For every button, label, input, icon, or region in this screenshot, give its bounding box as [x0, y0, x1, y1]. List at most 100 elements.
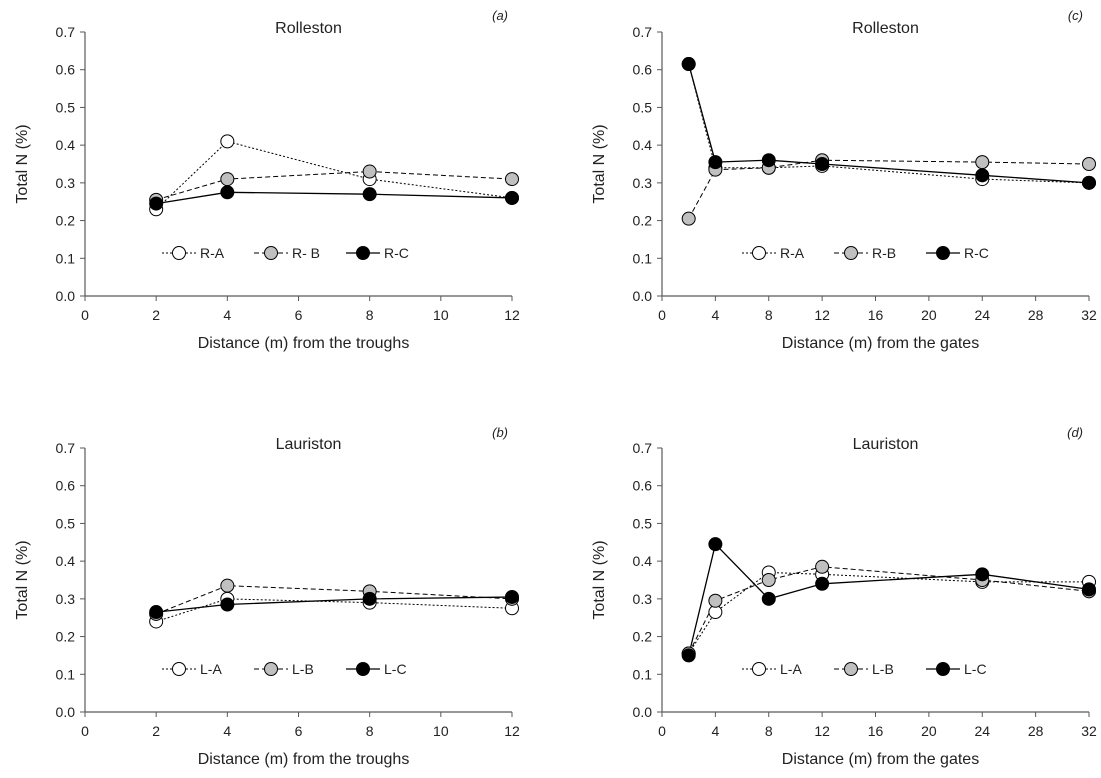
x-tick-label: 12 — [814, 723, 830, 739]
x-tick-label: 24 — [974, 723, 990, 739]
x-axis-title: Distance (m) from the gates — [782, 751, 979, 768]
data-point-r-c — [220, 185, 235, 200]
data-point-l-b — [815, 559, 830, 574]
panel-letter: (d) — [1067, 425, 1083, 440]
y-tick-label: 0.0 — [633, 704, 653, 720]
y-tick-label: 0.0 — [633, 288, 653, 304]
y-tick-label: 0.2 — [633, 629, 653, 645]
legend-marker — [356, 662, 370, 676]
x-tick-label: 28 — [1028, 723, 1044, 739]
chart-legend: R-A R-B R-C — [742, 245, 989, 261]
legend-label: R-C — [384, 245, 409, 261]
y-tick-label: 0.6 — [633, 62, 653, 78]
x-tick-label: 2 — [152, 307, 160, 323]
legend-label: R-A — [780, 245, 805, 261]
y-tick-label: 0.0 — [56, 704, 76, 720]
chart-panel-b: 0.0 0.1 0.2 0.3 0.4 0.5 0.6 0.7 0 2 4 6 8 10 12 Laurist… — [14, 425, 520, 768]
y-tick-label: 0.1 — [56, 250, 76, 266]
data-point-l-c — [681, 648, 696, 663]
legend-marker — [264, 662, 278, 676]
series-line-l-a — [156, 598, 513, 622]
data-point-r-c — [708, 155, 723, 170]
x-tick-label: 0 — [658, 307, 666, 323]
x-tick-label: 10 — [433, 723, 449, 739]
x-tick-label: 12 — [814, 307, 830, 323]
panel-letter: (c) — [1068, 8, 1083, 23]
x-tick-label: 6 — [295, 723, 303, 739]
x-tick-label: 12 — [504, 723, 520, 739]
x-axis-title: Distance (m) from the gates — [782, 335, 979, 352]
series-line-l-c — [156, 596, 513, 613]
data-point-l-b — [220, 578, 235, 593]
y-tick-label: 0.3 — [56, 591, 76, 607]
chart-title: Rolleston — [852, 20, 919, 37]
y-tick-label: 0.2 — [56, 213, 76, 229]
x-axis-title: Distance (m) from the troughs — [198, 335, 410, 352]
chart-legend: L-A L-B L-C — [162, 661, 407, 677]
series-line-r-a — [155, 140, 513, 210]
y-tick-label: 0.2 — [56, 629, 76, 645]
panel-letter: (a) — [492, 8, 508, 23]
legend-label: R-C — [964, 245, 989, 261]
data-point-l-b — [761, 573, 776, 587]
x-tick-label: 16 — [868, 723, 884, 739]
chart-title: Lauriston — [276, 436, 342, 453]
x-tick-label: 20 — [921, 723, 937, 739]
data-point-l-c — [761, 591, 776, 606]
series-line-l-b — [156, 585, 513, 615]
data-point-l-c — [362, 591, 377, 606]
y-tick-label: 0.2 — [633, 213, 653, 229]
legend-marker — [752, 662, 766, 676]
legend-label: R- B — [292, 245, 320, 261]
legend-marker — [936, 246, 950, 260]
data-point-l-c — [708, 537, 723, 552]
legend-label: L-A — [200, 661, 222, 677]
y-tick-label: 0.1 — [633, 666, 653, 682]
chart-panel-c: 0.0 0.1 0.2 0.3 0.4 0.5 0.6 0.7 0 4 8 12 16 20 24 28 32 R… — [591, 8, 1097, 352]
y-axis-title: Total N (%) — [14, 124, 31, 203]
x-tick-label: 8 — [765, 307, 773, 323]
x-tick-label: 0 — [658, 723, 666, 739]
x-tick-label: 0 — [81, 723, 89, 739]
series-line-r-c — [688, 63, 1090, 184]
y-tick-label: 0.4 — [56, 553, 76, 569]
y-tick-label: 0.4 — [633, 137, 653, 153]
y-axis-title: Total N (%) — [14, 540, 31, 619]
data-point-r-c — [362, 187, 377, 202]
x-tick-label: 28 — [1028, 307, 1044, 323]
legend-label: L-A — [780, 661, 802, 677]
data-point-r-b — [1082, 157, 1096, 171]
x-tick-label: 16 — [868, 307, 884, 323]
data-point-l-c — [149, 605, 164, 620]
x-axis-title: Distance (m) from the troughs — [198, 751, 410, 768]
y-tick-label: 0.6 — [56, 62, 76, 78]
data-point-l-c — [505, 589, 519, 604]
y-tick-label: 0.3 — [633, 591, 653, 607]
series-line-r-b — [156, 170, 513, 201]
y-tick-label: 0.7 — [56, 24, 76, 40]
data-point-r-b — [362, 164, 377, 179]
series-line-l-c — [688, 542, 1090, 656]
y-axis-title: Total N (%) — [591, 124, 608, 203]
data-point-r-b — [681, 211, 696, 226]
series-line-r-c — [156, 191, 513, 205]
data-point-r-c — [681, 57, 696, 72]
chart-panel-d: 0.0 0.1 0.2 0.3 0.4 0.5 0.6 0.7 0 4 8 12 16 20 24 28 32 L… — [591, 425, 1097, 768]
data-point-l-c — [220, 597, 235, 612]
y-tick-label: 0.3 — [633, 175, 653, 191]
x-tick-label: 8 — [366, 307, 374, 323]
x-tick-label: 8 — [366, 723, 374, 739]
y-tick-label: 0.6 — [56, 478, 76, 494]
x-tick-label: 32 — [1081, 723, 1097, 739]
legend-marker — [936, 662, 950, 676]
legend-marker — [356, 246, 370, 260]
data-point-r-c — [815, 157, 830, 171]
series-line-r-a — [688, 63, 1090, 184]
legend-marker — [752, 246, 766, 260]
x-tick-label: 4 — [223, 307, 231, 323]
y-tick-label: 0.0 — [56, 288, 76, 304]
y-tick-label: 0.7 — [633, 440, 653, 456]
y-tick-label: 0.4 — [56, 137, 76, 153]
data-point-r-b — [505, 172, 519, 187]
y-axis-title: Total N (%) — [591, 540, 608, 619]
